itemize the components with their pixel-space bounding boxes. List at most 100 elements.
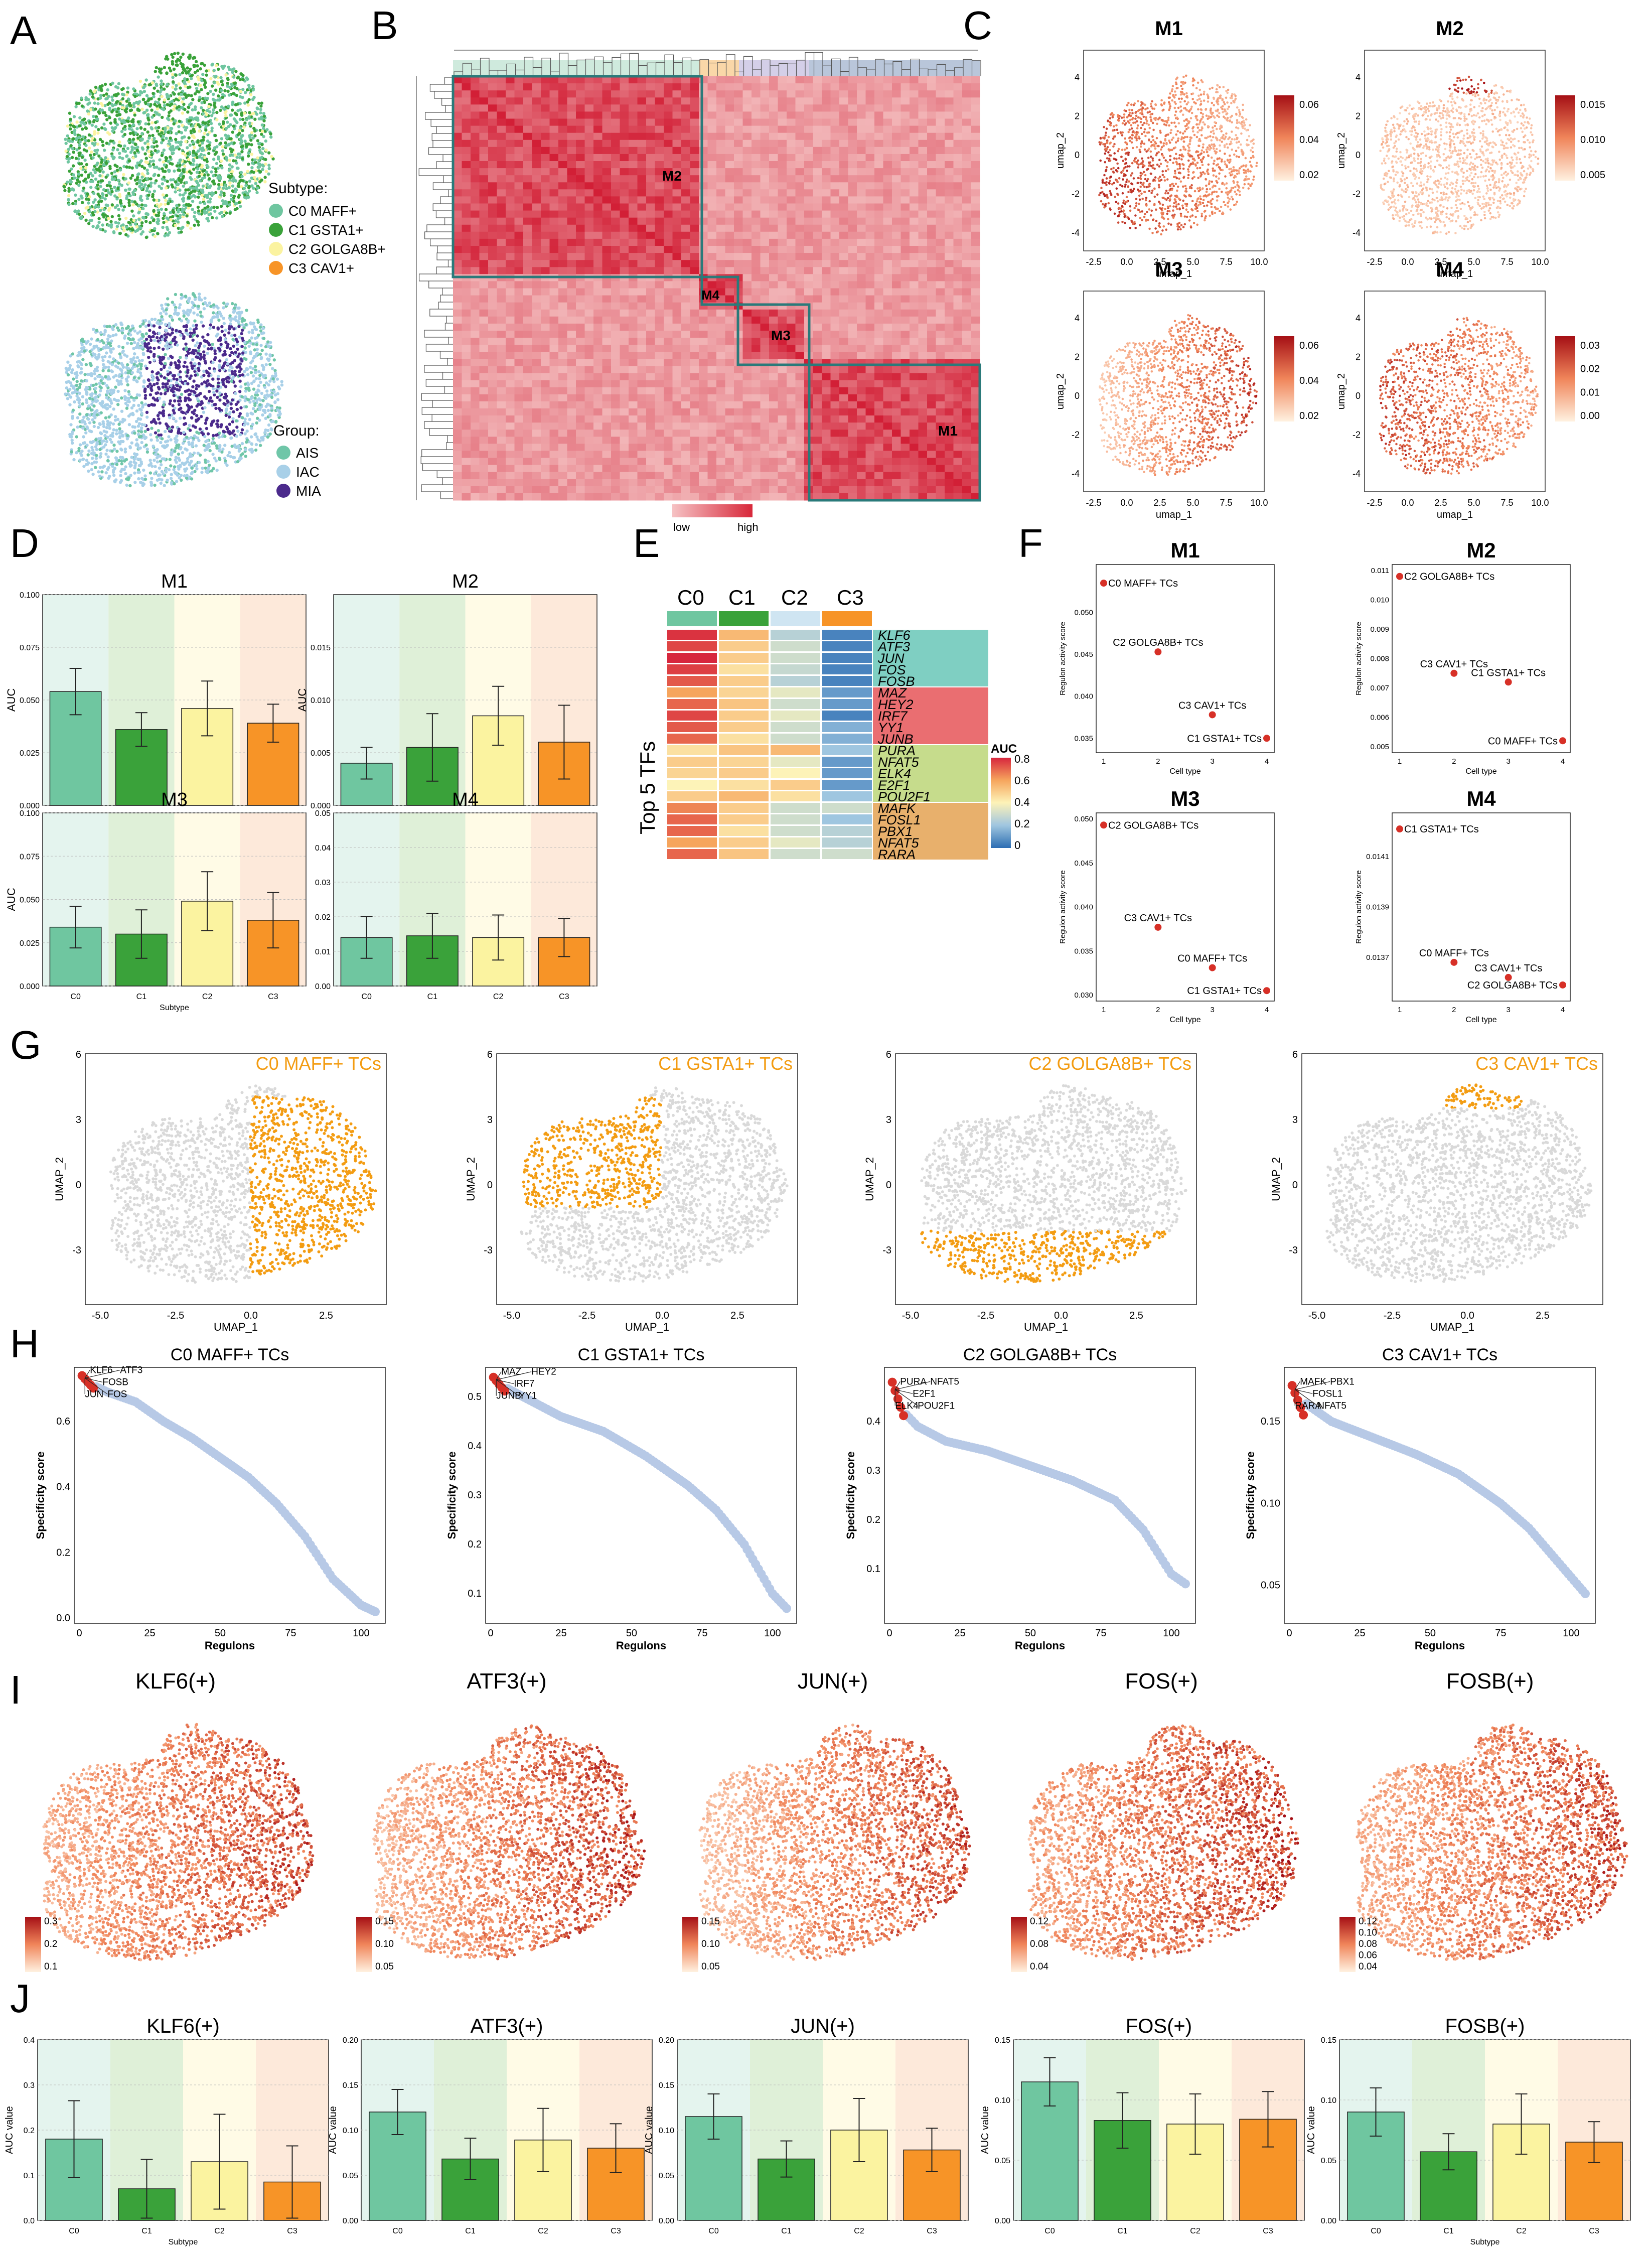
umap-point: [218, 311, 221, 314]
umap-point: [196, 75, 200, 79]
umap-point: [151, 115, 154, 119]
umap-point: [104, 443, 107, 447]
heatmap-cell: [637, 125, 647, 133]
heatmap-cell: [664, 97, 673, 105]
umap-point: [80, 449, 84, 453]
umap-point: [208, 343, 211, 347]
umap-point: [124, 110, 128, 113]
umap-point: [110, 215, 114, 219]
umap-point: [250, 176, 253, 180]
umap-point: [167, 160, 170, 163]
umap-point: [240, 185, 243, 189]
heatmap-cell: [839, 104, 848, 112]
umap-point: [235, 207, 239, 210]
umap-point: [209, 212, 213, 216]
umap-point: [171, 425, 175, 429]
umap-point: [102, 464, 106, 468]
heatmap-cell: [567, 90, 576, 98]
umap-point: [159, 392, 163, 395]
umap-point: [175, 480, 179, 483]
umap-point: [116, 187, 120, 190]
umap-point: [144, 235, 148, 239]
umap-point: [236, 355, 240, 359]
subtype-legend: C0 MAFF+ C1 GSTA1+ C2 GOLGA8B+ C3 CAV1+: [269, 203, 386, 276]
umap-point: [202, 444, 206, 447]
umap-point: [118, 140, 121, 144]
umap-point: [204, 418, 208, 422]
umap-point: [104, 375, 107, 378]
umap-point: [218, 122, 221, 126]
umap-point: [229, 322, 232, 326]
umap-point: [80, 379, 83, 383]
umap-point: [196, 220, 200, 224]
umap-point: [260, 123, 264, 127]
umap-point: [196, 418, 200, 421]
heatmap-cell: [892, 90, 901, 98]
heatmap-cell: [471, 118, 480, 126]
umap-point: [192, 163, 195, 167]
umap-point: [183, 416, 186, 420]
heatmap-cell: [707, 97, 717, 105]
umap-point: [84, 170, 87, 174]
umap-point: [204, 128, 208, 132]
umap-point: [104, 416, 108, 419]
heatmap-cell: [918, 111, 928, 119]
heatmap-cell: [910, 104, 919, 112]
umap-point: [127, 392, 131, 396]
umap-point: [74, 202, 77, 206]
umap-point: [81, 426, 85, 430]
heatmap-cell: [848, 97, 857, 105]
umap-point: [143, 387, 147, 391]
umap-point: [139, 337, 143, 341]
umap-point: [181, 111, 185, 115]
umap-point: [158, 326, 162, 329]
umap-point: [71, 164, 75, 168]
umap-point: [120, 331, 124, 335]
umap-point: [220, 211, 223, 214]
umap-point: [92, 114, 95, 118]
heatmap-cell: [488, 104, 497, 112]
umap-point: [117, 345, 121, 348]
umap-point: [93, 367, 97, 371]
umap-point: [185, 374, 189, 378]
umap-point: [159, 433, 163, 437]
umap-point: [208, 464, 211, 467]
umap-point: [209, 396, 213, 400]
umap-point: [227, 368, 231, 372]
umap-point: [221, 152, 225, 156]
umap-point: [165, 216, 169, 220]
umap-point: [206, 109, 209, 112]
umap-point: [179, 447, 182, 451]
umap-point: [241, 373, 244, 377]
umap-point: [108, 206, 111, 210]
umap-point: [191, 154, 195, 157]
heatmap-cell: [655, 90, 664, 98]
umap-point: [212, 387, 215, 390]
umap-point: [162, 149, 166, 152]
heatmap-cell: [918, 97, 928, 105]
heatmap-cell: [874, 76, 883, 84]
umap-point: [172, 122, 176, 126]
umap-point: [165, 165, 168, 169]
umap-point: [125, 225, 128, 229]
umap-point: [190, 94, 193, 97]
heatmap-cell: [602, 83, 612, 91]
umap-point: [83, 159, 87, 162]
umap-point: [150, 477, 154, 480]
umap-point: [121, 328, 124, 332]
umap-point: [120, 129, 124, 133]
umap-point: [127, 127, 131, 130]
umap-point: [214, 356, 217, 359]
umap-point: [202, 369, 206, 373]
umap-point: [156, 439, 160, 442]
umap-point: [155, 84, 159, 87]
umap-point: [216, 385, 220, 388]
heatmap-cell: [690, 118, 699, 126]
umap-point: [194, 344, 197, 348]
umap-point: [110, 203, 114, 207]
umap-point: [133, 200, 137, 204]
heatmap-cell: [900, 90, 910, 98]
umap-point: [172, 390, 175, 393]
umap-point: [102, 366, 105, 370]
heatmap-cell: [900, 104, 910, 112]
